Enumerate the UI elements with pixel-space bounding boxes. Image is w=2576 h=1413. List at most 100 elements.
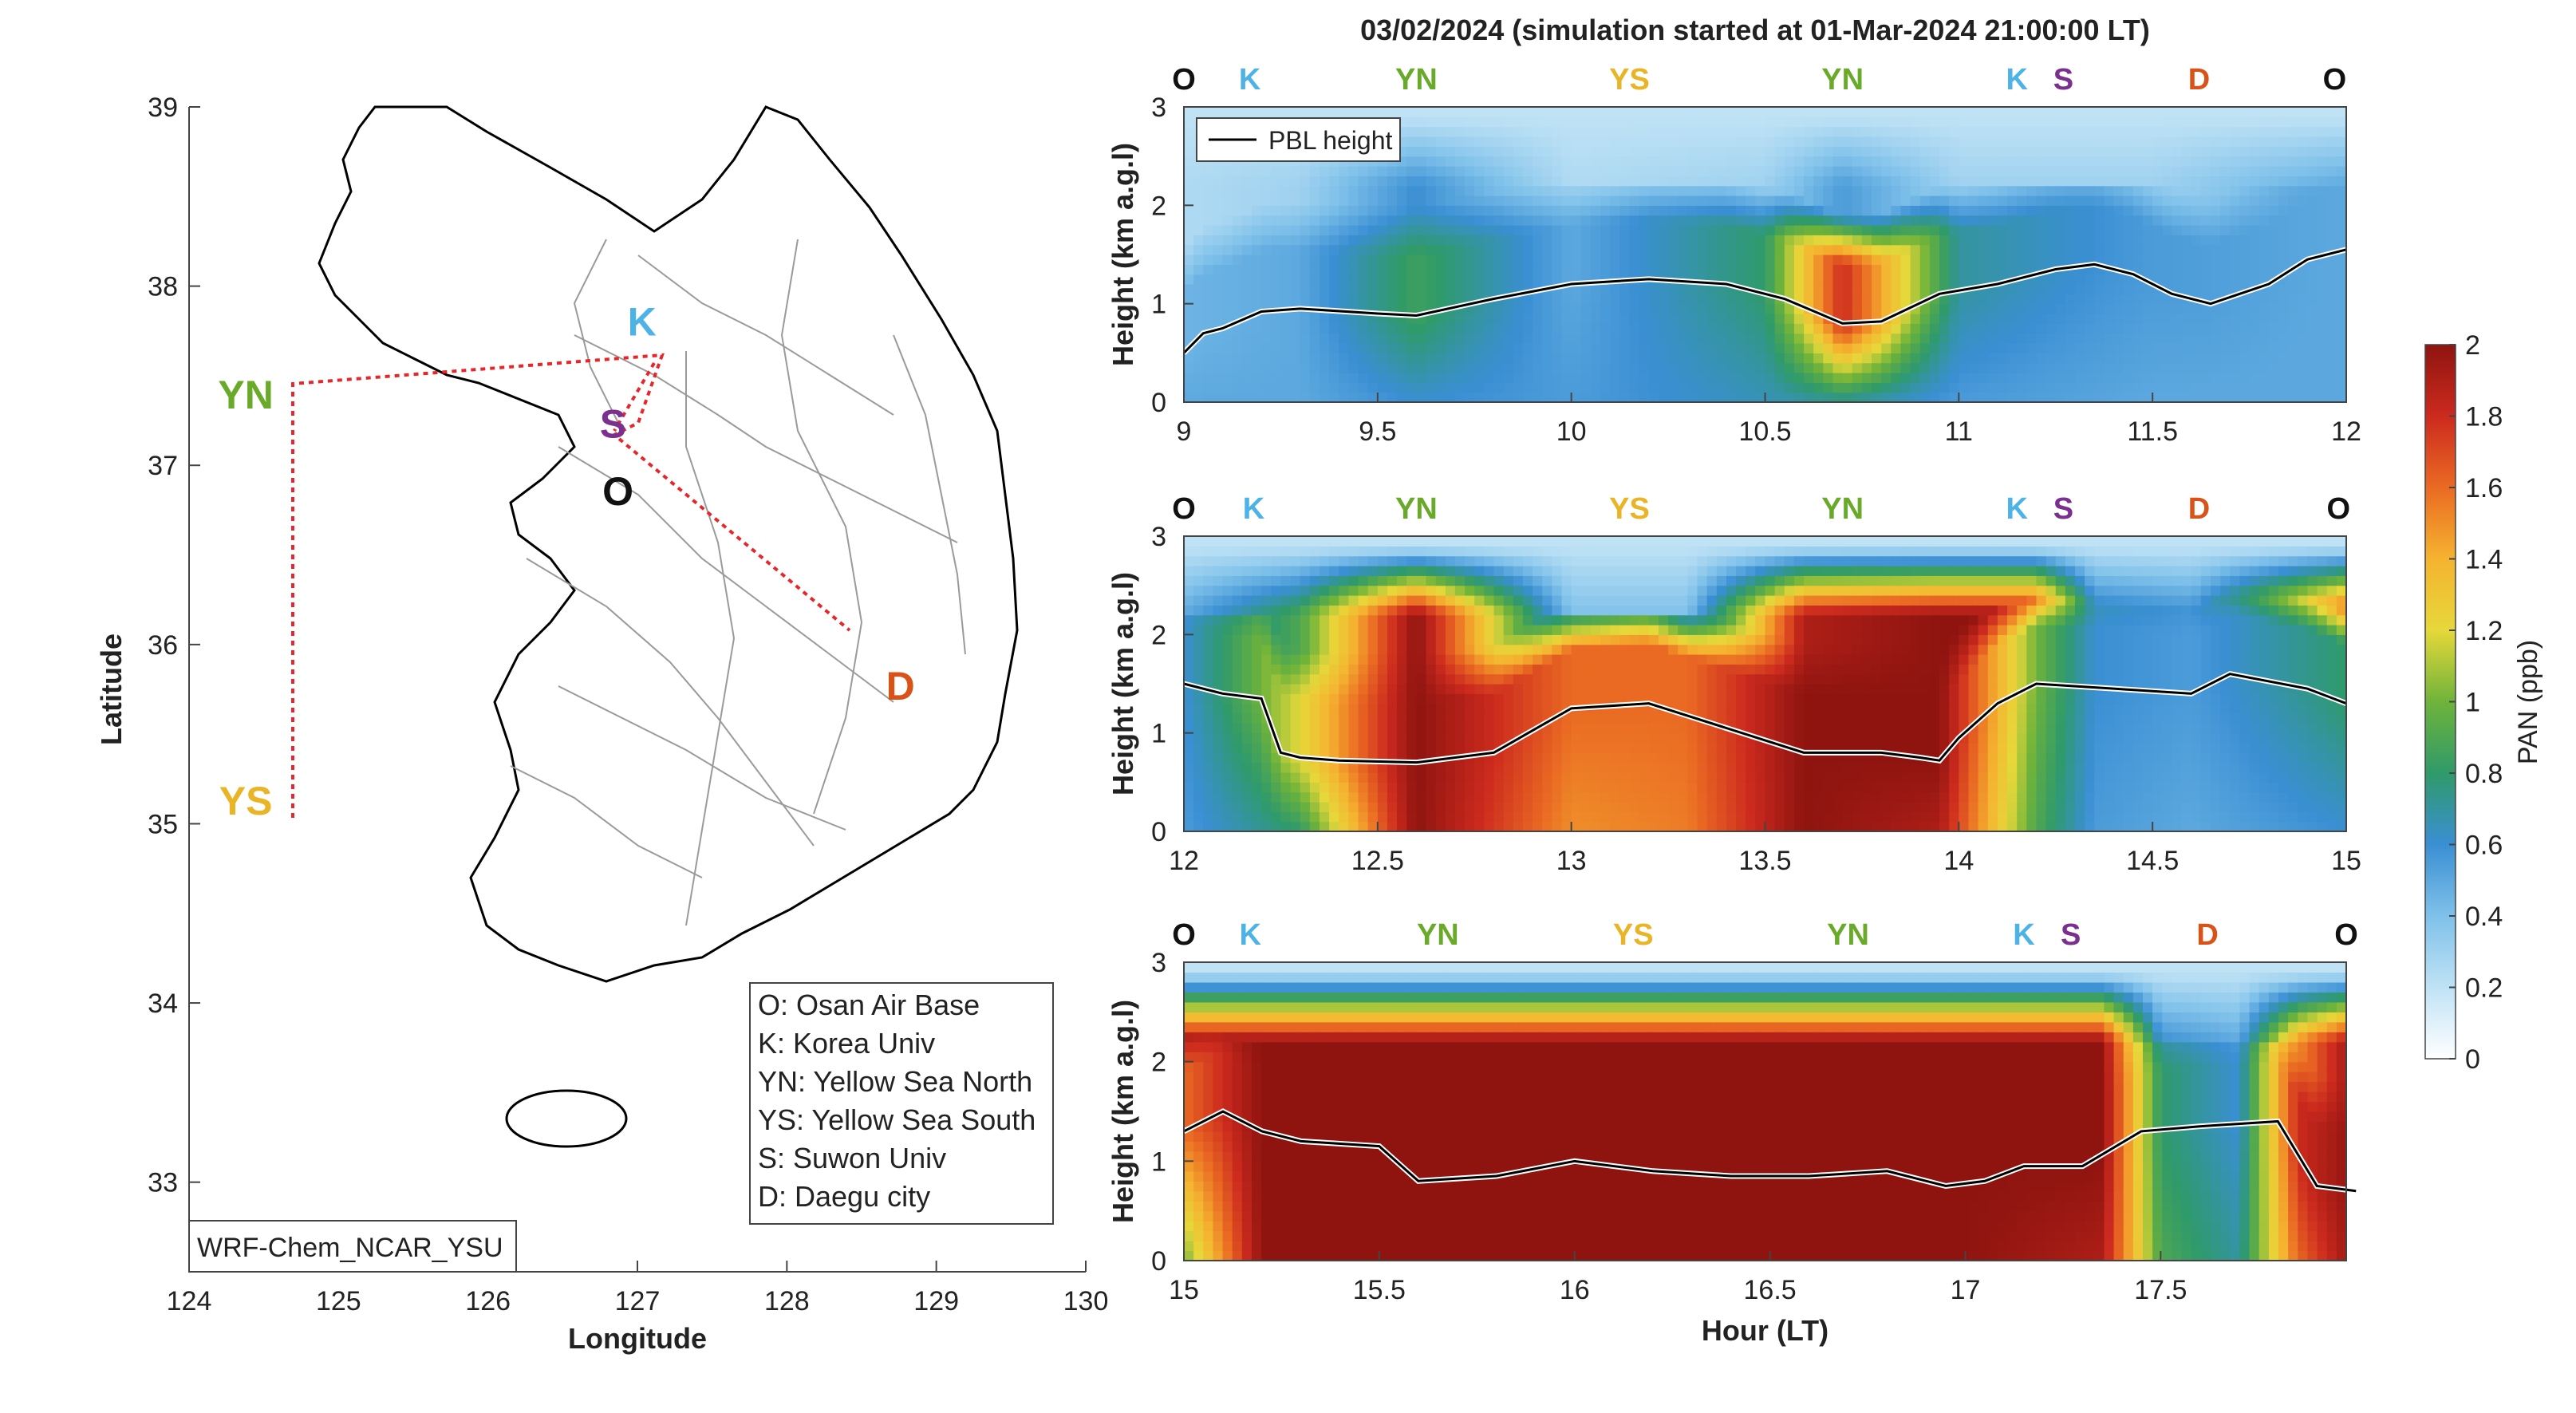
- heatmap-cell: [1319, 743, 1330, 753]
- heatmap-cell: [2268, 255, 2279, 265]
- heatmap-cell: [1552, 634, 1563, 645]
- heatmap-cell: [1813, 136, 1824, 147]
- heatmap-cell: [2317, 235, 2328, 246]
- heatmap-cell: [2065, 314, 2076, 324]
- heatmap-cell: [1900, 244, 1911, 255]
- heatmap-cell: [1852, 353, 1863, 364]
- heatmap-cell: [1658, 255, 1669, 265]
- heatmap-cell: [1746, 195, 1756, 206]
- heatmap-cell: [1726, 323, 1737, 334]
- heatmap-cell: [1493, 791, 1505, 803]
- heatmap-cell: [1406, 723, 1417, 734]
- heatmap-cell: [1600, 362, 1611, 373]
- heatmap-cell: [2258, 382, 2270, 393]
- heatmap-cell: [1454, 546, 1466, 557]
- heatmap-cell: [1610, 176, 1620, 187]
- heatmap-cell: [1406, 244, 1417, 255]
- heatmap-cell: [1910, 323, 1921, 334]
- heatmap-cell: [1387, 195, 1398, 206]
- heatmap-cell: [1678, 333, 1688, 344]
- heatmap-cell: [2123, 107, 2134, 117]
- heatmap-cell: [2230, 392, 2241, 403]
- heatmap-cell: [1426, 166, 1437, 176]
- heatmap-cell: [1861, 126, 1872, 137]
- heatmap-cell: [1832, 244, 1844, 255]
- heatmap-cell: [1484, 762, 1495, 773]
- heatmap-cell: [1309, 382, 1320, 393]
- heatmap-cell: [2172, 264, 2183, 275]
- heatmap-cell: [2017, 205, 2027, 216]
- heatmap-cell: [1271, 546, 1282, 557]
- heatmap-cell: [1300, 343, 1311, 353]
- heatmap-cell: [1648, 136, 1659, 147]
- heatmap-cell: [1900, 333, 1911, 344]
- heatmap-cell: [1184, 713, 1194, 724]
- heatmap-cell: [1726, 116, 1737, 128]
- heatmap-cell: [2298, 195, 2309, 206]
- heatmap-cell: [1367, 811, 1379, 823]
- heatmap-cell: [1561, 195, 1572, 206]
- heatmap-cell: [1484, 713, 1495, 724]
- heatmap-cell: [1872, 235, 1882, 246]
- heatmap-cell: [1910, 235, 1921, 246]
- heatmap-cell: [1678, 314, 1688, 324]
- heatmap-cell: [1522, 802, 1533, 812]
- heatmap-cell: [1309, 176, 1320, 187]
- heatmap-cell: [1406, 782, 1417, 793]
- heatmap-cell: [1406, 215, 1417, 226]
- heatmap-cell: [1387, 585, 1398, 596]
- heatmap-cell: [2162, 362, 2173, 373]
- heatmap-cell: [2268, 235, 2279, 246]
- heatmap-cell: [1804, 116, 1814, 128]
- heatmap-cell: [2288, 392, 2298, 403]
- heatmap-cell: [1348, 625, 1359, 635]
- heatmap-cell: [2075, 235, 2085, 246]
- heatmap-cell: [1939, 225, 1950, 235]
- heatmap-cell: [2055, 215, 2066, 226]
- heatmap-cell: [1736, 362, 1746, 373]
- heatmap-cell: [2326, 185, 2337, 196]
- heatmap-cell: [1454, 811, 1466, 823]
- heatmap-cell: [1919, 195, 1931, 206]
- heatmap-cell: [2278, 314, 2289, 324]
- heatmap-cell: [2162, 107, 2173, 117]
- heatmap-cell: [1590, 713, 1601, 724]
- map-ytick-label: 35: [148, 809, 178, 839]
- heatmap-cell: [1193, 782, 1204, 793]
- heatmap-cell: [2113, 195, 2124, 206]
- heatmap-cell: [1939, 373, 1950, 383]
- heatmap-cell: [2268, 136, 2279, 147]
- flight-route: [291, 353, 851, 818]
- heatmap-cell: [1678, 116, 1688, 128]
- heatmap-cell: [1784, 343, 1795, 353]
- heatmap-cell: [2317, 176, 2328, 187]
- heatmap-cell: [1600, 373, 1611, 383]
- heatmap-cell: [1454, 555, 1466, 566]
- heatmap-cell: [2317, 107, 2328, 117]
- heatmap-cell: [1746, 382, 1756, 393]
- heatmap-cell: [1358, 205, 1369, 216]
- heatmap-cell: [1493, 654, 1505, 665]
- heatmap-cell: [2143, 392, 2153, 403]
- heatmap-cell: [1435, 146, 1446, 157]
- heatmap-cell: [1561, 294, 1572, 305]
- heatmap-cell: [2268, 185, 2279, 196]
- heatmap-cell: [1184, 382, 1194, 393]
- heatmap-cell: [2075, 225, 2085, 235]
- heatmap-cell: [2017, 185, 2027, 196]
- heatmap-cell: [2239, 294, 2251, 305]
- heatmap-cell: [2307, 166, 2318, 176]
- heatmap-cell: [1542, 343, 1552, 353]
- heatmap-cell: [1533, 264, 1543, 275]
- heatmap-cell: [1339, 107, 1350, 117]
- heatmap-cell: [1600, 821, 1611, 832]
- heatmap-cell: [1387, 614, 1398, 626]
- heatmap-cell: [2191, 225, 2202, 235]
- heatmap-cell: [1445, 126, 1456, 137]
- heatmap-cell: [2017, 225, 2027, 235]
- heatmap-cell: [2172, 136, 2183, 147]
- heatmap-cell: [2336, 255, 2347, 265]
- heatmap-cell: [1329, 362, 1339, 373]
- heatmap-cell: [1503, 195, 1514, 206]
- heatmap-cell: [1619, 225, 1631, 235]
